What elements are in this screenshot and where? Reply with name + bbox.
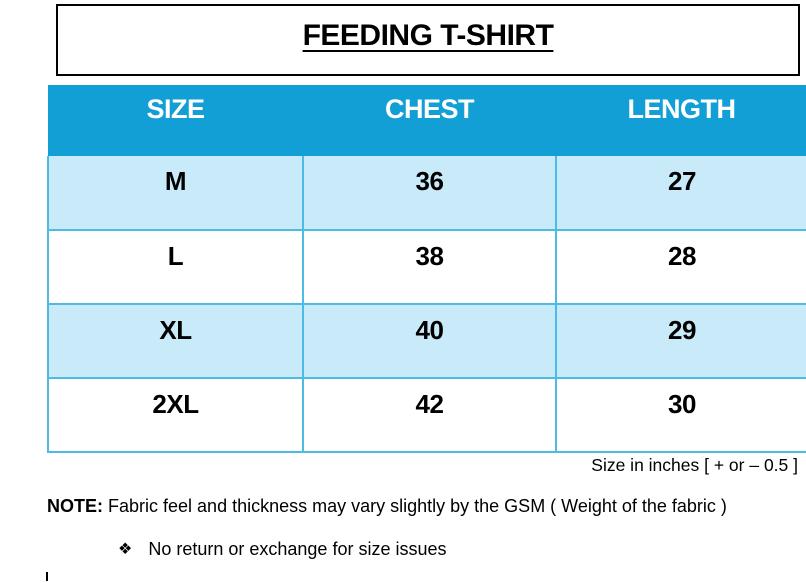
cell-length: 30 [555, 377, 806, 453]
column-header-length: LENGTH [556, 85, 806, 156]
stray-mark [46, 572, 48, 581]
cell-length: 27 [555, 156, 806, 231]
size-chart-table: SIZE CHEST LENGTH M 36 27 L 38 28 XL 40 … [47, 85, 806, 453]
cell-size: XL [47, 303, 304, 379]
cell-size: M [47, 156, 304, 231]
note-label: NOTE: [47, 496, 103, 516]
diamond-bullet-icon: ❖ [118, 541, 133, 558]
cell-size: L [47, 229, 304, 305]
page-title: FEEDING T-SHIRT [302, 19, 554, 52]
table-row-l: L 38 28 [47, 229, 806, 305]
cell-chest: 42 [302, 377, 557, 453]
cell-length: 28 [555, 229, 806, 305]
title-box: FEEDING T-SHIRT [56, 4, 800, 76]
table-row-2xl: 2XL 42 30 [47, 377, 806, 453]
size-unit-note: Size in inches [ + or – 0.5 ] [591, 455, 798, 475]
cell-chest: 40 [302, 303, 557, 379]
table-row-xl: XL 40 29 [47, 303, 806, 379]
return-policy-item: ❖ No return or exchange for size issues [118, 539, 447, 560]
cell-size: 2XL [47, 377, 304, 453]
column-header-chest: CHEST [303, 85, 556, 156]
return-policy-text: No return or exchange for size issues [148, 539, 447, 559]
column-header-size: SIZE [48, 85, 303, 156]
note-text: Fabric feel and thickness may vary sligh… [108, 496, 727, 516]
table-row-m: M 36 27 [47, 156, 806, 231]
cell-chest: 38 [302, 229, 557, 305]
cell-chest: 36 [302, 156, 557, 231]
cell-length: 29 [555, 303, 806, 379]
table-header-row: SIZE CHEST LENGTH [48, 85, 806, 156]
fabric-note: NOTE: Fabric feel and thickness may vary… [47, 496, 727, 517]
